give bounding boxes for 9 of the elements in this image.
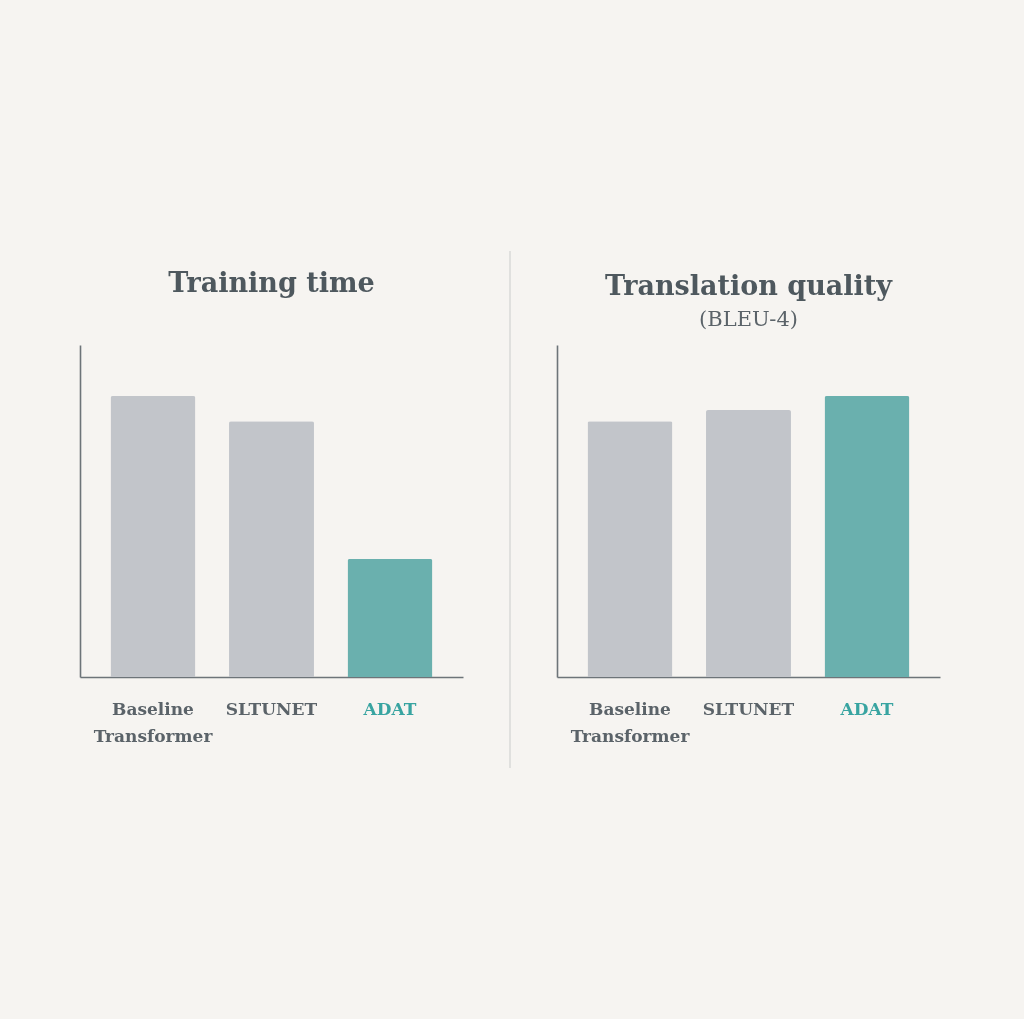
x-tick-label: SLTUNET: [225, 698, 318, 719]
x-tick-label: Baseline Transformer: [570, 698, 691, 746]
chart-title: Translation quality: [605, 270, 894, 301]
x-tick-label: Baseline Transformer: [93, 698, 214, 746]
x-tick-label: SLTUNET: [702, 698, 795, 719]
chart-title: Training time: [168, 267, 375, 298]
x-tick-label: ADAT: [362, 698, 417, 719]
x-tick-label: ADAT: [839, 698, 894, 719]
chart-subtitle: (BLEU-4): [699, 307, 798, 331]
